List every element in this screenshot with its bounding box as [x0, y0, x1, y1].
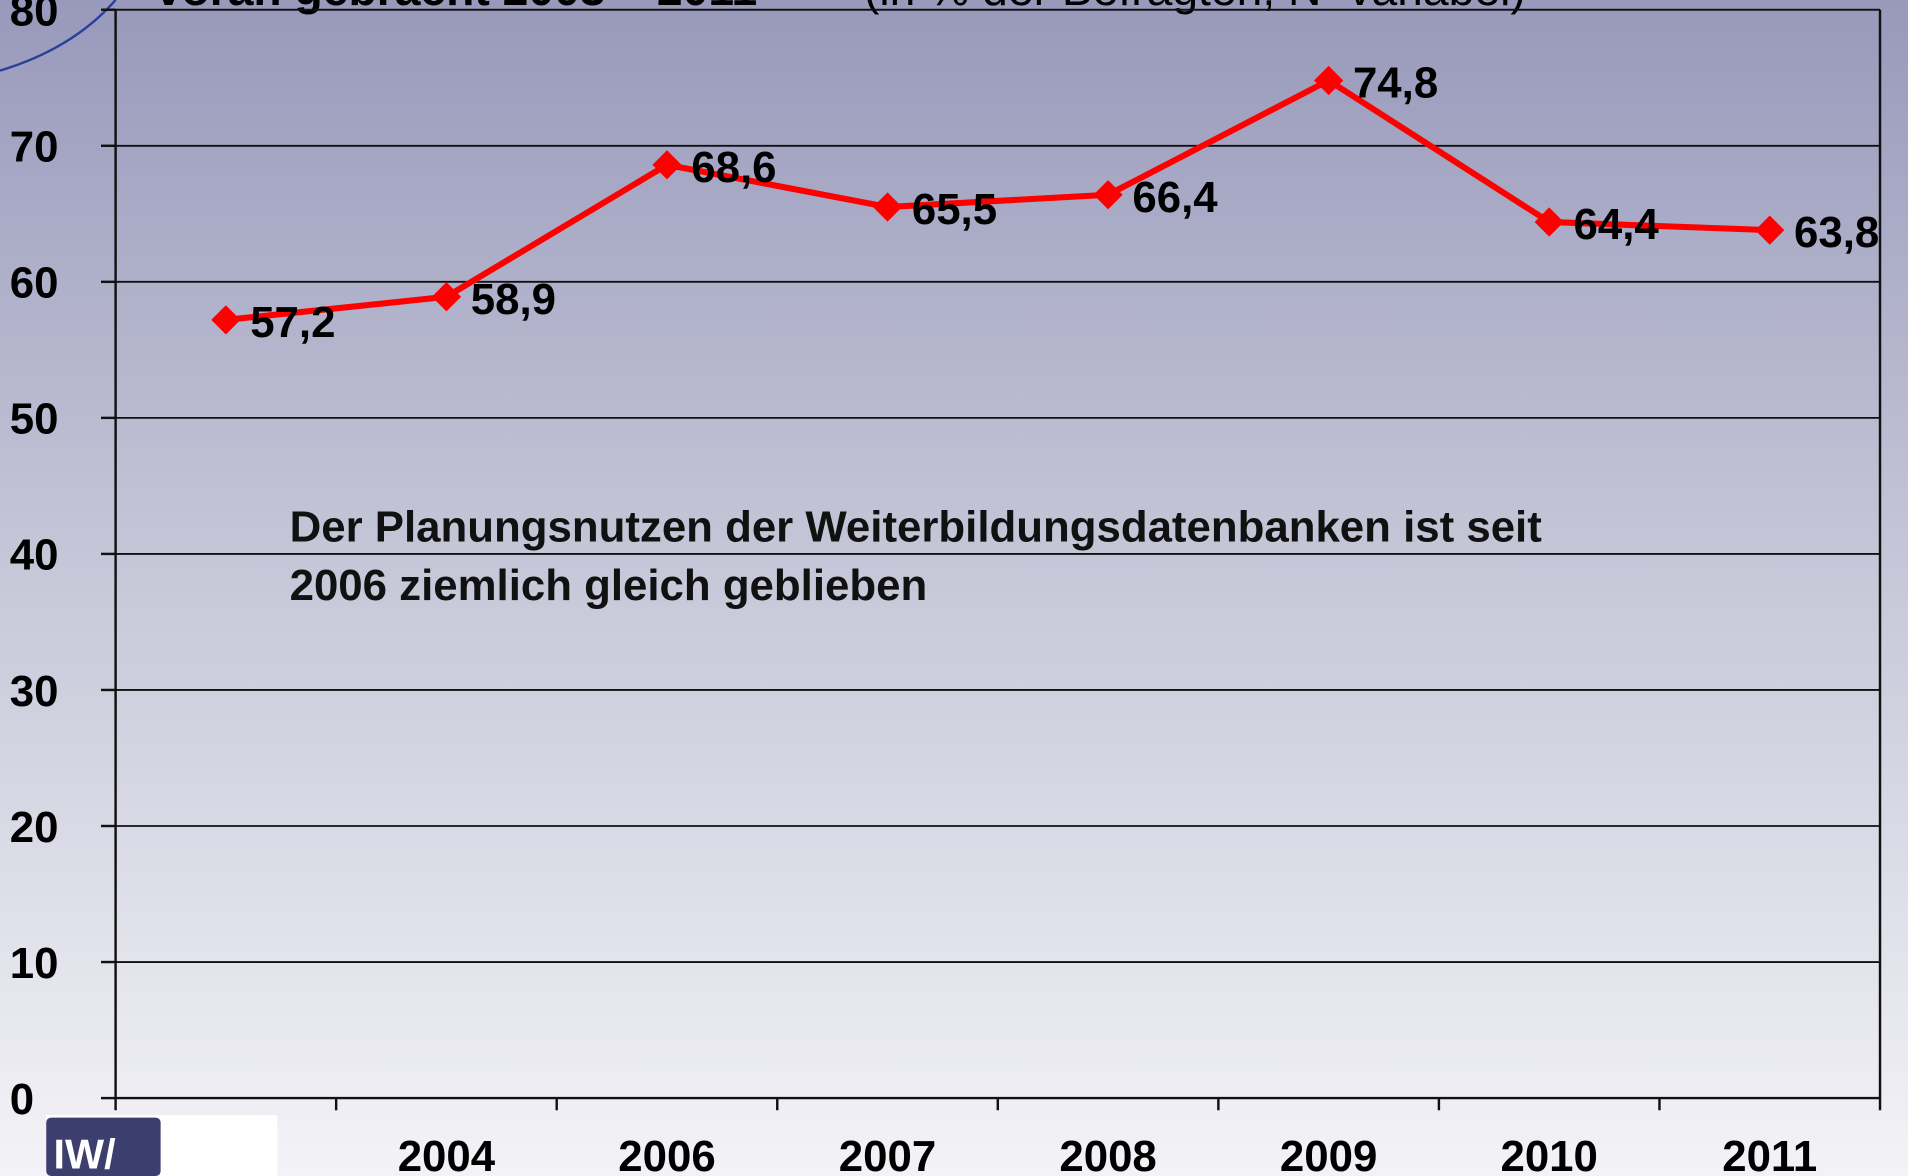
- y-tick-label: 70: [10, 123, 59, 172]
- chart-subtitle: (in % der Befragten; N=variabel): [864, 0, 1526, 15]
- data-point: [211, 305, 241, 335]
- x-tick-label: 2009: [1280, 1132, 1377, 1176]
- y-tick-label: 10: [10, 939, 59, 988]
- x-tick-label: 2011: [1722, 1132, 1817, 1176]
- data-label: 63,8: [1794, 208, 1879, 257]
- y-tick-label: 20: [10, 803, 59, 852]
- data-label: 64,4: [1574, 200, 1660, 249]
- data-point: [431, 282, 462, 312]
- logo-badge: [46, 1117, 161, 1176]
- data-point: [1755, 215, 1785, 245]
- data-point: [1534, 207, 1564, 237]
- data-point: [1093, 180, 1123, 210]
- data-label: 57,2: [250, 298, 335, 347]
- data-point: [1314, 65, 1344, 96]
- data-label: 65,5: [912, 185, 997, 234]
- y-tick-label: 30: [10, 667, 59, 716]
- y-tick-label: 60: [10, 259, 59, 308]
- data-label: 66,4: [1132, 173, 1218, 222]
- x-tick-label: 2010: [1500, 1132, 1597, 1176]
- data-label: 58,9: [471, 275, 556, 324]
- data-label: 74,8: [1353, 59, 1438, 108]
- logo: IW/: [54, 1132, 117, 1176]
- annotation: 2006 ziemlich gleich geblieben: [290, 561, 928, 610]
- x-tick-label: 2007: [839, 1132, 936, 1176]
- x-tick-label: 2008: [1059, 1132, 1156, 1176]
- data-point: [872, 192, 903, 222]
- x-tick-label: 2004: [398, 1132, 496, 1176]
- chart-title: voran gebracht 2003 – 2011: [156, 0, 757, 15]
- y-tick-label: 80: [10, 0, 59, 36]
- series-line: [225, 76, 1770, 323]
- x-tick-label: 2006: [618, 1132, 715, 1176]
- y-tick-label: 0: [10, 1075, 34, 1124]
- data-label: 68,6: [691, 143, 776, 192]
- data-point: [652, 150, 682, 180]
- annotation: Der Planungsnutzen der Weiterbildungsdat…: [290, 503, 1543, 552]
- y-tick-label: 50: [10, 395, 59, 444]
- y-tick-label: 40: [10, 531, 59, 580]
